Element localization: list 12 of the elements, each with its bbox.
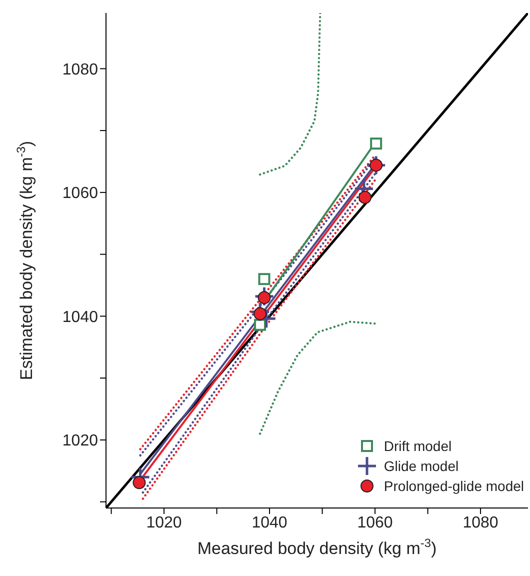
legend-label: Prolonged-glide model (384, 478, 524, 494)
x-tick-label: 1080 (462, 514, 498, 532)
legend-label: Drift model (384, 438, 452, 454)
x-tick-label: 1040 (252, 514, 288, 532)
y-tick-label: 1040 (62, 308, 98, 326)
x-axis-title: Measured body density (kg m$^{-3}$) (197, 536, 437, 558)
y-tick-label: 1080 (62, 61, 98, 78)
x-tick-label: 1060 (357, 514, 393, 532)
y-tick-label: 1020 (62, 432, 98, 450)
y-tick-label: 1060 (62, 185, 98, 202)
legend-label: Glide model (384, 458, 459, 474)
x-tick-label: 1020 (146, 514, 182, 532)
